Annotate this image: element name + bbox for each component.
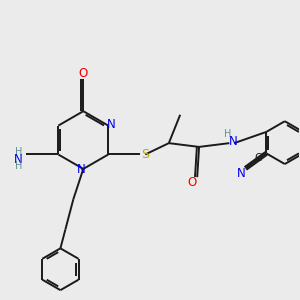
Text: H: H xyxy=(15,161,22,171)
Text: O: O xyxy=(79,67,88,80)
Text: N: N xyxy=(106,118,115,131)
Text: H: H xyxy=(15,147,22,157)
Text: S: S xyxy=(141,148,149,161)
Text: H: H xyxy=(224,129,231,139)
Text: N: N xyxy=(14,153,23,166)
Text: O: O xyxy=(187,176,196,189)
Text: N: N xyxy=(229,135,237,148)
Text: N: N xyxy=(237,167,246,180)
Text: N: N xyxy=(77,164,86,176)
Text: C: C xyxy=(254,153,262,163)
